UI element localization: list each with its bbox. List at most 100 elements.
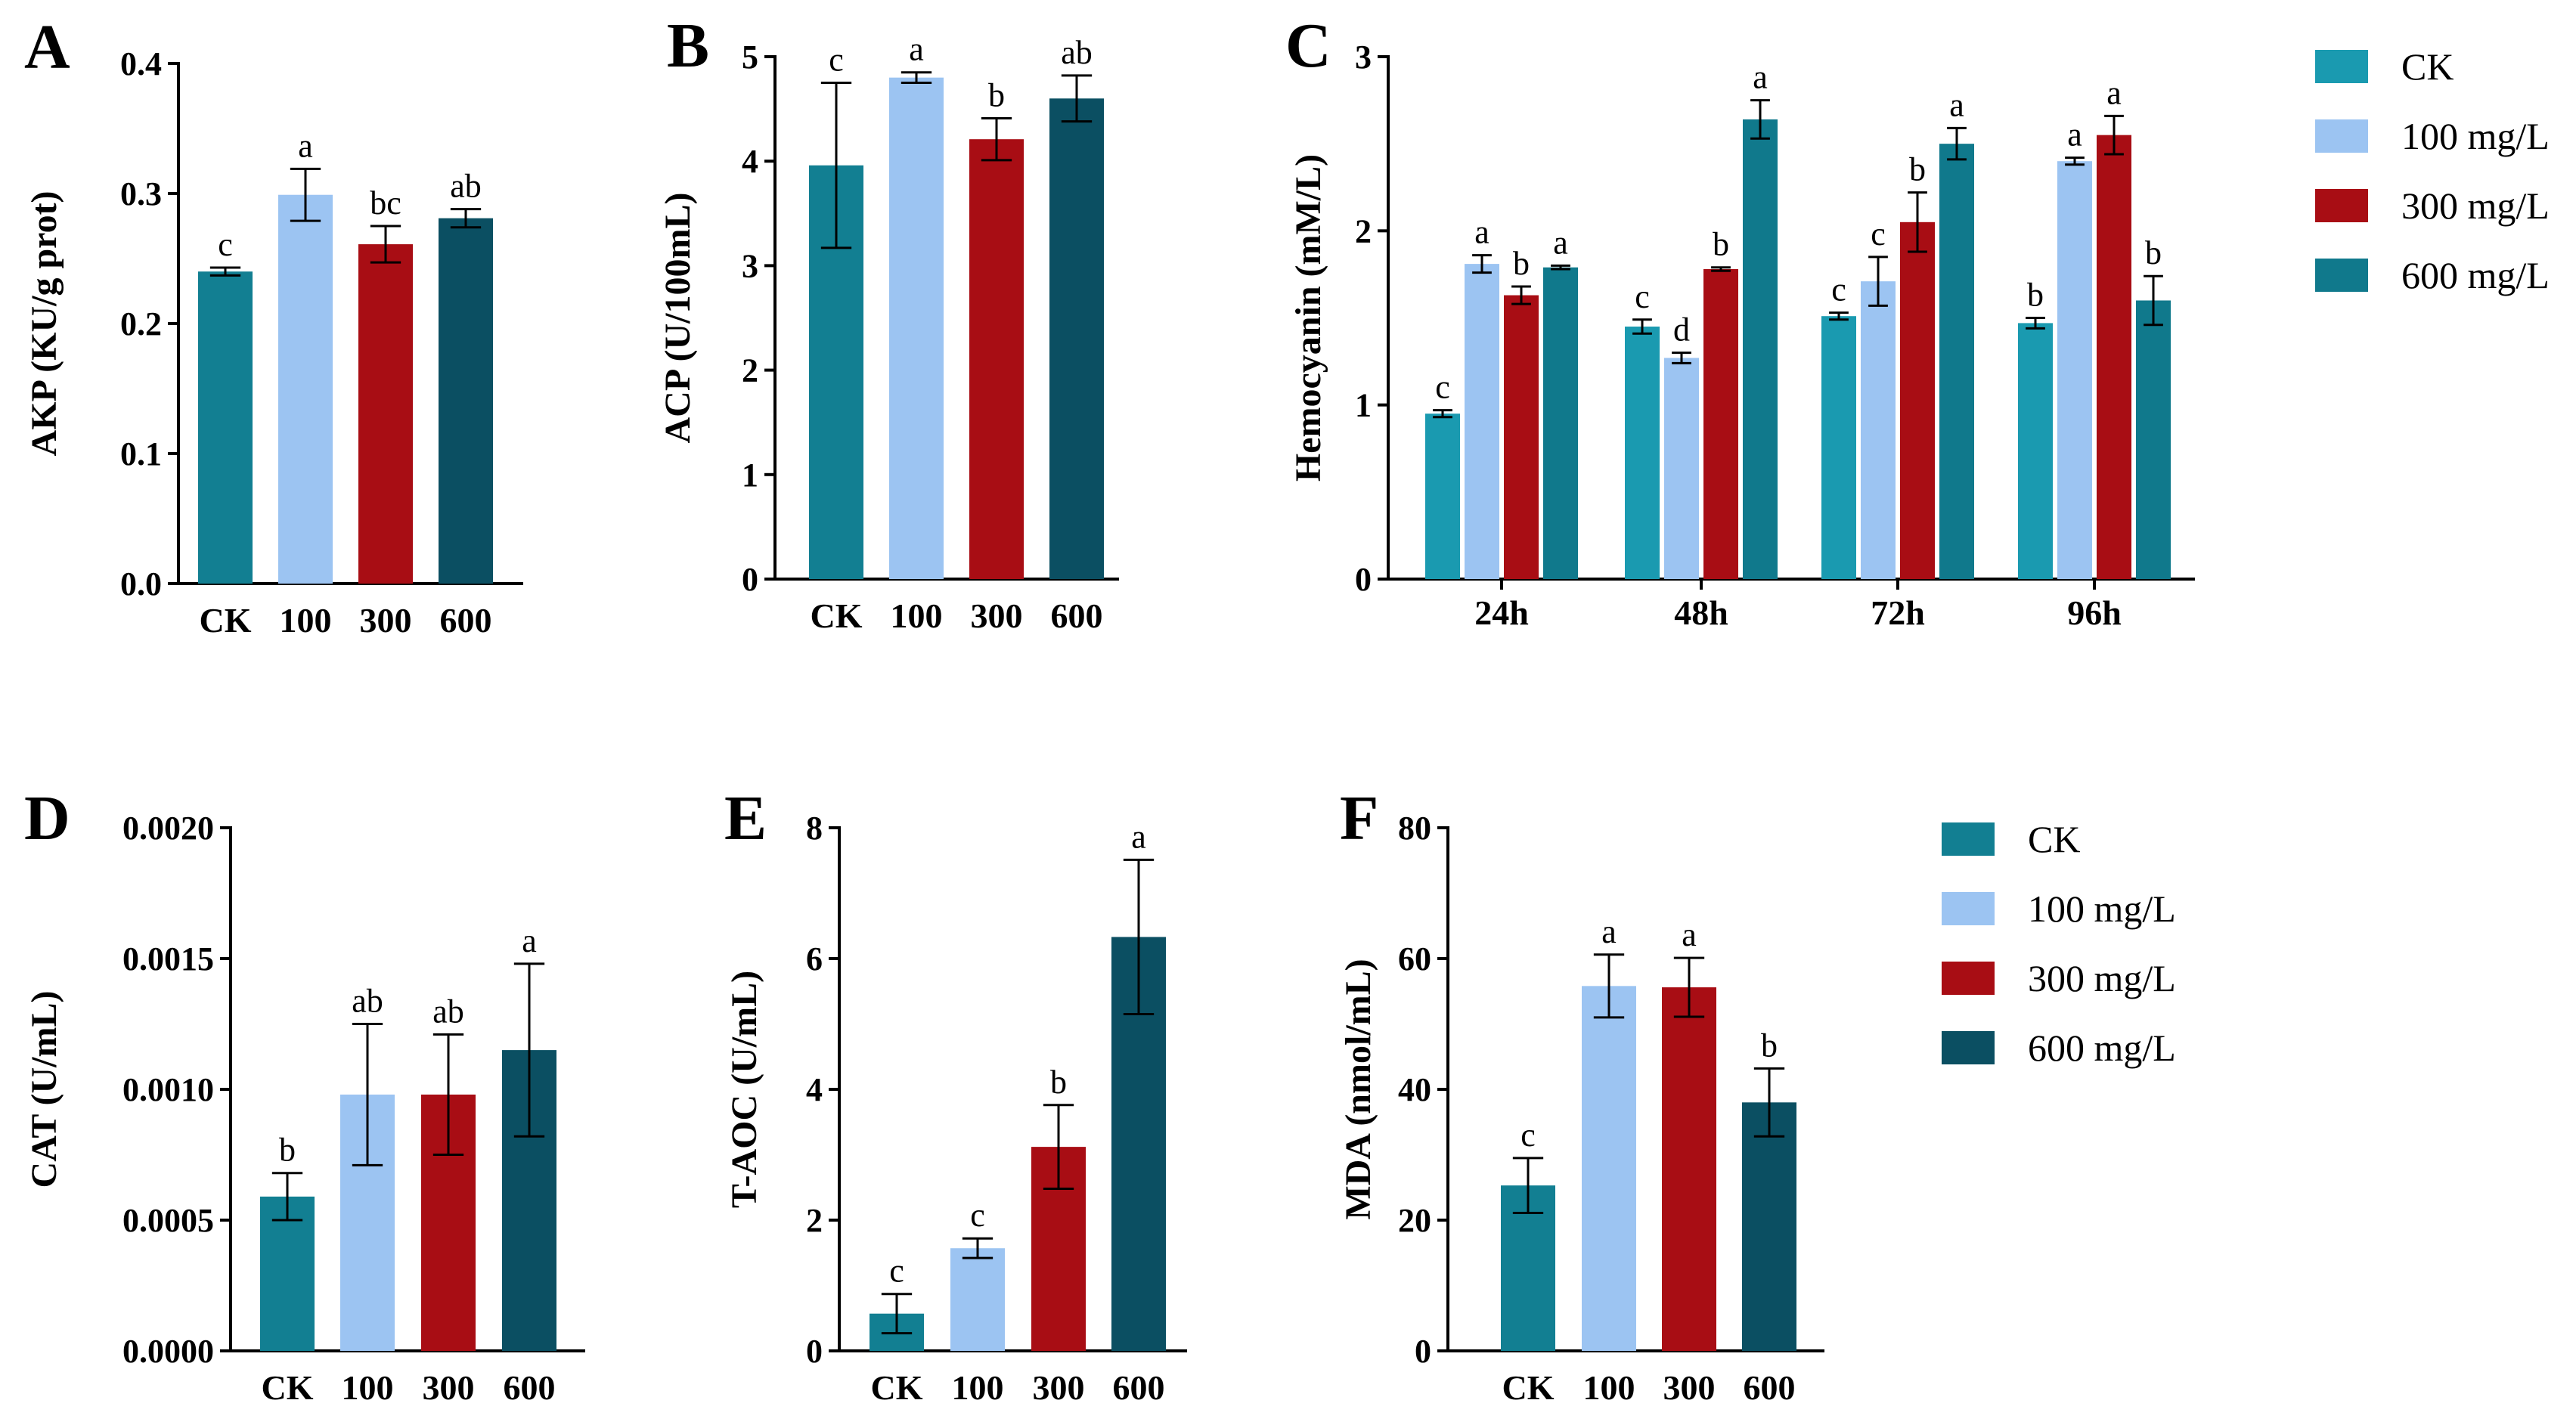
panel-c-72h-600mgl-bar (1939, 144, 1974, 579)
panel-f-600-bar (1742, 1102, 1796, 1351)
panel-c-72h-300mgl-significance-label: b (1909, 151, 1926, 188)
panel-f-y-axis-title: MDA (nmol/mL) (1338, 959, 1378, 1219)
panel-d-x-tick-label: 100 (342, 1368, 394, 1407)
panel-c-48h-ck-bar (1625, 327, 1660, 579)
legend-2-label: CK (2028, 818, 2080, 860)
panel-a-ck-bar (198, 271, 253, 584)
panel-f-y-tick-label: 20 (1398, 1202, 1431, 1239)
panel-f-100-bar (1582, 986, 1636, 1351)
panel-b-x-tick-label: 100 (891, 596, 943, 635)
panel-a-letter: A (24, 12, 70, 82)
panel-f-letter: F (1340, 783, 1378, 853)
panel-c-48h-ck-significance-label: c (1635, 278, 1650, 315)
panel-e-ck-significance-label: c (889, 1253, 904, 1290)
panel-e-y-tick-label: 8 (806, 810, 823, 847)
panel-a-300-bar (358, 244, 413, 584)
legend-2-label: 600 mg/L (2028, 1027, 2176, 1069)
panel-f-x-tick-label: 600 (1744, 1368, 1796, 1407)
panel-a-x-tick-label: 300 (360, 601, 412, 640)
panel-f-x-tick-label: 300 (1663, 1368, 1716, 1407)
panel-c-y-tick-label: 0 (1355, 561, 1372, 598)
panel-c-48h-300mgl-significance-label: b (1713, 226, 1729, 263)
panel-c-72h-100mgl-significance-label: c (1871, 215, 1886, 252)
panel-b-100-bar (889, 77, 944, 579)
panel-b-letter: B (667, 11, 709, 81)
panel-f-600-significance-label: b (1761, 1027, 1778, 1064)
panel-c-y-tick-label: 3 (1355, 39, 1372, 76)
panel-b-x-tick-label: CK (811, 596, 863, 635)
panel-b-y-tick-label: 2 (742, 352, 758, 389)
panel-d-ck-bar (260, 1196, 315, 1351)
panel-d-ck-significance-label: b (279, 1132, 296, 1169)
panel-d-600-significance-label: a (522, 922, 537, 959)
legend-1-label: CK (2401, 45, 2454, 88)
panel-f-x-tick-label: CK (1502, 1368, 1555, 1407)
panel-c-72h-300mgl-bar (1900, 221, 1935, 579)
panel-a-100-significance-label: a (298, 127, 313, 164)
panel-c-96h-100mgl-bar (2057, 161, 2092, 579)
panel-c-96h-600mgl-bar (2136, 300, 2171, 579)
panel-c-x-tick-label: 24h (1474, 593, 1529, 632)
panel-f-ck-significance-label: c (1520, 1117, 1536, 1154)
panel-a-x-tick-label: CK (200, 601, 252, 640)
panel-c-24h-100mgl-bar (1465, 264, 1499, 579)
legend-2-label: 100 mg/L (2028, 887, 2176, 930)
panel-e-600-significance-label: a (1131, 818, 1146, 855)
panel-c-24h-300mgl-bar (1504, 295, 1539, 579)
panel-a-y-tick-label: 0.4 (120, 45, 162, 82)
panel-b-x-tick-label: 600 (1051, 596, 1103, 635)
panel-c-x-tick-label: 96h (2067, 593, 2122, 632)
panel-c-24h-600mgl-bar (1543, 267, 1578, 579)
panel-e-x-tick-label: 100 (952, 1368, 1004, 1407)
panel-c-96h-600mgl-significance-label: b (2145, 234, 2162, 271)
panel-a-600-bar (439, 218, 493, 584)
panel-c-48h-100mgl-bar (1664, 358, 1699, 579)
panel-b-y-tick-label: 1 (742, 457, 758, 494)
panel-c-72h-600mgl-significance-label: a (1949, 86, 1964, 123)
panel-c-letter: C (1285, 11, 1331, 81)
panel-e-100-bar (950, 1248, 1005, 1351)
panel-c-96h-ck-significance-label: b (2027, 277, 2044, 314)
legend-1-swatch (2315, 189, 2368, 222)
panel-c-x-tick-label: 48h (1674, 593, 1728, 632)
panel-c-48h-100mgl-significance-label: d (1673, 311, 1690, 348)
panel-b-y-axis-title: ACP (U/100mL) (658, 193, 698, 444)
legend-2-swatch (1942, 892, 1995, 925)
panel-c-96h-300mgl-bar (2097, 135, 2131, 579)
panel-b-y-tick-label: 4 (742, 143, 758, 180)
panel-f-y-tick-label: 40 (1398, 1071, 1431, 1108)
panel-b-300-significance-label: b (988, 77, 1005, 114)
legend-1-swatch (2315, 119, 2368, 153)
panel-a-x-tick-label: 100 (280, 601, 332, 640)
panel-b-600-bar (1049, 98, 1104, 579)
panel-f-x-tick-label: 100 (1583, 1368, 1635, 1407)
panel-b-y-tick-label: 0 (742, 561, 758, 598)
panel-c-72h-ck-bar (1821, 316, 1856, 579)
panel-a-y-tick-label: 0.3 (120, 175, 162, 212)
panel-b-y-tick-label: 5 (742, 39, 758, 76)
panel-f-300-bar (1662, 987, 1716, 1351)
panel-c-72h-ck-significance-label: c (1831, 271, 1846, 308)
panel-c-y-tick-label: 1 (1355, 387, 1372, 424)
panel-d-letter: D (24, 783, 70, 853)
panel-c-y-tick-label: 2 (1355, 212, 1372, 249)
panel-d-x-tick-label: 600 (504, 1368, 556, 1407)
panel-d-x-tick-label: CK (262, 1368, 314, 1407)
panel-c-48h-600mgl-significance-label: a (1753, 59, 1768, 96)
legend-1-label: 100 mg/L (2401, 115, 2550, 157)
panel-f-y-tick-label: 60 (1398, 940, 1431, 977)
panel-b-300-bar (969, 139, 1024, 580)
panel-b-y-tick-label: 3 (742, 247, 758, 284)
panel-a-600-significance-label: ab (450, 168, 482, 205)
legend-1-label: 600 mg/L (2401, 254, 2550, 296)
panel-a-y-tick-label: 0.0 (120, 565, 162, 602)
panel-e-letter: E (724, 783, 767, 853)
panel-c-24h-300mgl-significance-label: b (1513, 245, 1530, 282)
panel-d-x-tick-label: 300 (423, 1368, 475, 1407)
panel-c-96h-100mgl-significance-label: a (2067, 116, 2082, 153)
panel-c-y-axis-title: Hemocyanin (mM/L) (1288, 154, 1328, 482)
panel-d-y-tick-label: 0.0015 (122, 940, 214, 977)
legend-2-swatch (1942, 822, 1995, 856)
panel-b-600-significance-label: ab (1061, 34, 1093, 71)
panel-d-y-tick-label: 0.0000 (122, 1333, 214, 1370)
